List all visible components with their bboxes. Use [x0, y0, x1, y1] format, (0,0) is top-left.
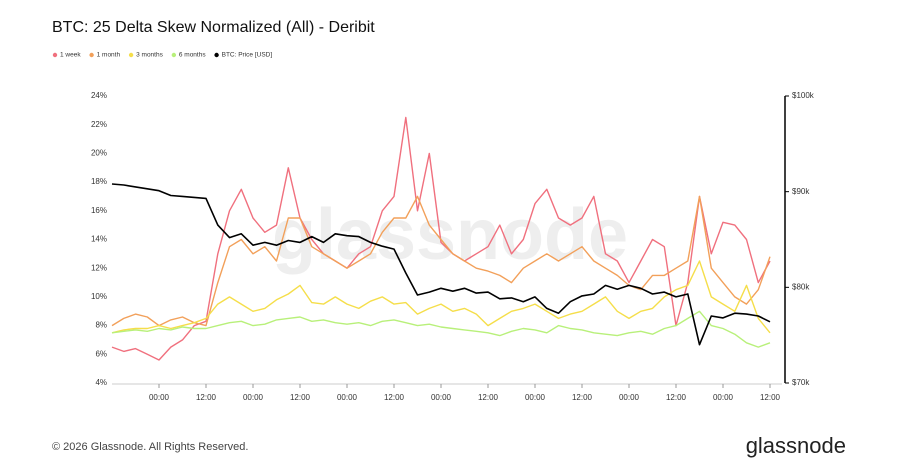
y-tick-label: 24%	[91, 91, 107, 100]
y-tick-label: 16%	[91, 206, 107, 215]
series-line	[111, 183, 771, 346]
y-tick-label: 4%	[95, 378, 107, 387]
legend-label: 6 months	[179, 52, 206, 59]
legend-label: 1 week	[60, 52, 81, 59]
y-tick-label: 6%	[95, 349, 107, 358]
brand-logo: glassnode	[746, 433, 846, 458]
series-line	[111, 116, 771, 361]
x-tick-label: 00:00	[713, 393, 734, 402]
y2-tick-label: $100k	[792, 91, 815, 100]
y-tick-label: 22%	[91, 120, 107, 129]
x-tick-label: 12:00	[760, 393, 781, 402]
x-tick-label: 00:00	[149, 393, 170, 402]
legend-label: 1 month	[97, 52, 121, 59]
x-tick-label: 12:00	[572, 393, 593, 402]
y-tick-label: 18%	[91, 177, 107, 186]
chart-title: BTC: 25 Delta Skew Normalized (All) - De…	[52, 19, 375, 36]
y-tick-label: 14%	[91, 235, 107, 244]
y2-tick-label: $90k	[792, 187, 810, 196]
legend-marker	[89, 52, 94, 58]
x-tick-label: 12:00	[384, 393, 405, 402]
copyright: © 2026 Glassnode. All Rights Reserved.	[52, 441, 248, 453]
series-line	[111, 195, 771, 327]
x-tick-label: 12:00	[478, 393, 499, 402]
x-tick-label: 00:00	[431, 393, 452, 402]
x-tick-label: 12:00	[196, 393, 217, 402]
y-tick-label: 8%	[95, 321, 107, 330]
legend-marker	[128, 52, 134, 58]
x-tick-label: 00:00	[337, 393, 358, 402]
x-tick-label: 00:00	[525, 393, 546, 402]
x-tick-label: 00:00	[243, 393, 264, 402]
y2-tick-label: $80k	[792, 282, 810, 291]
legend-marker	[214, 52, 219, 58]
y2-tick-label: $70k	[792, 378, 810, 387]
y-tick-label: 12%	[91, 263, 107, 272]
x-tick-label: 12:00	[290, 393, 311, 402]
legend-marker	[171, 52, 177, 58]
y-tick-label: 10%	[91, 292, 107, 301]
x-tick-label: 00:00	[619, 393, 640, 402]
series-line	[111, 310, 771, 348]
x-tick-label: 12:00	[666, 393, 687, 402]
legend-label: BTC: Price [USD]	[222, 52, 273, 59]
legend-marker	[52, 52, 58, 58]
series-line	[111, 260, 771, 334]
watermark: glassnode	[272, 195, 628, 275]
legend-label: 3 months	[136, 52, 163, 59]
y-tick-label: 20%	[91, 149, 107, 158]
